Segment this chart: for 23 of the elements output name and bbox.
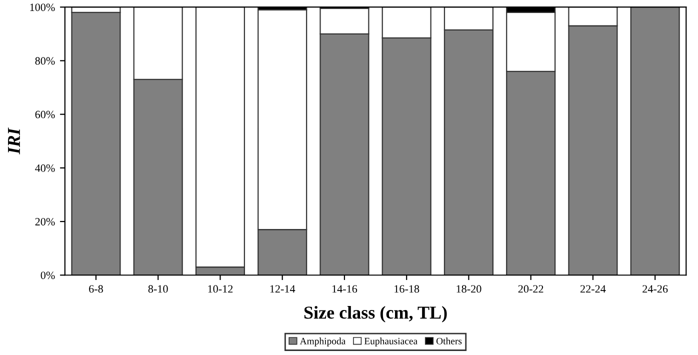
legend-label: Euphausiacea	[364, 338, 418, 346]
y-tick-label: 40%	[35, 164, 55, 172]
bar	[71, 12, 121, 276]
x-tick-label: 12-14	[270, 285, 296, 293]
x-tick-label: 24-26	[642, 285, 668, 293]
x-tick-label: 20-22	[518, 285, 544, 293]
y-axis-title: IRI	[8, 128, 20, 154]
x-tick-label: 10-12	[208, 285, 233, 293]
x-tick-label: 22-24	[580, 285, 606, 293]
x-tick-label: 18-20	[456, 285, 482, 293]
x-tick-label: 16-18	[394, 285, 420, 293]
y-tick-label: 100%	[30, 4, 55, 12]
x-tick-label: 6-8	[89, 285, 103, 293]
y-tick-label: 20%	[35, 218, 55, 226]
legend-label: Others	[436, 338, 462, 344]
y-tick-label: 80%	[35, 57, 55, 65]
x-axis-title: Size class (cm, TL)	[304, 306, 447, 322]
y-tick-label: 60%	[35, 110, 55, 118]
x-tick-label: 14-16	[332, 285, 358, 293]
x-tick-label: 8-10	[148, 285, 168, 293]
bar	[630, 7, 680, 276]
legend-label: Amphipoda	[300, 338, 346, 346]
y-tick-label: 0%	[40, 272, 55, 280]
